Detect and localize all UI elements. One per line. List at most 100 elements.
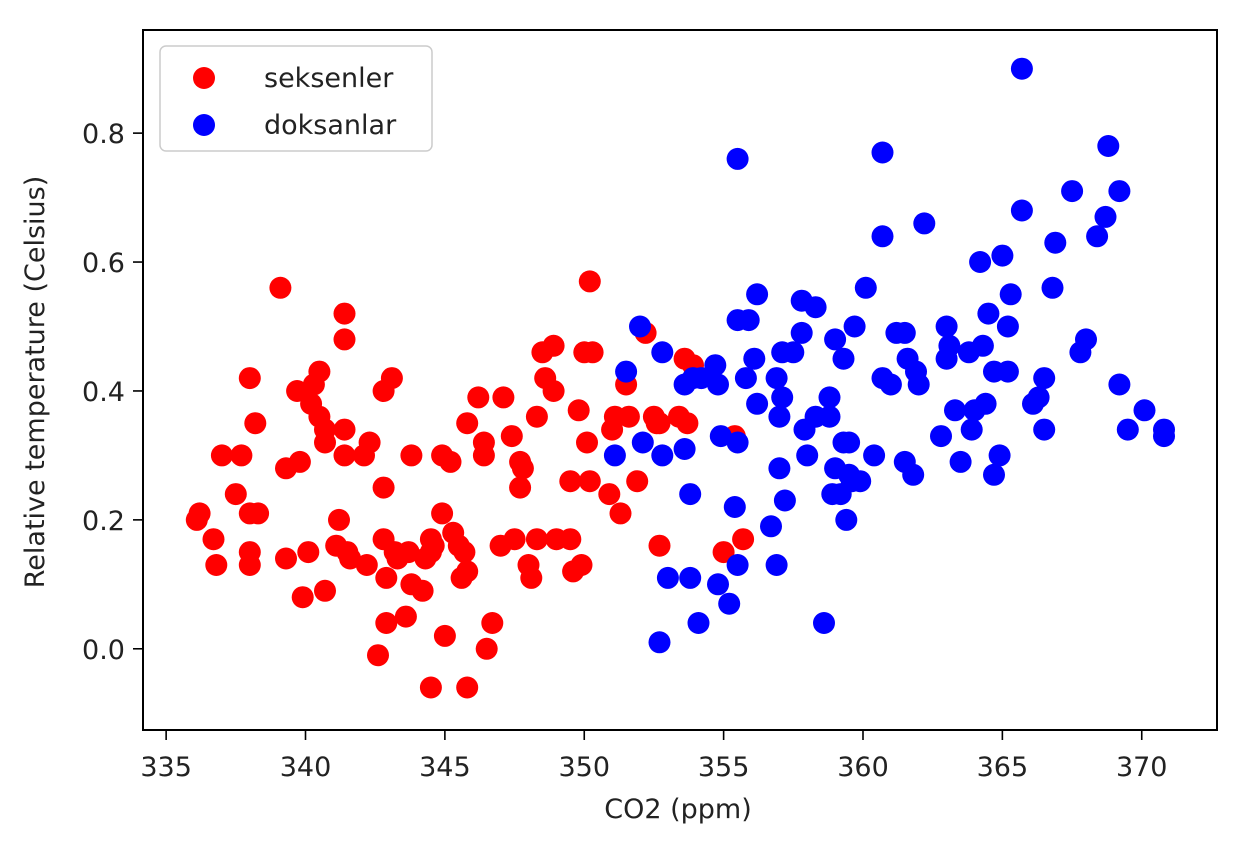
data-point-seksenler-5 xyxy=(224,483,247,506)
data-point-doksanlar-94 xyxy=(1010,57,1033,80)
data-point-doksanlar-113 xyxy=(1153,425,1175,448)
data-point-seksenler-71 xyxy=(475,637,498,660)
data-point-seksenler-13 xyxy=(269,276,292,299)
data-point-seksenler-42 xyxy=(375,612,398,634)
data-point-doksanlar-2 xyxy=(629,315,651,338)
data-point-seksenler-78 xyxy=(509,476,532,499)
data-point-seksenler-25 xyxy=(314,579,336,602)
data-point-doksanlar-110 xyxy=(1116,418,1139,441)
data-point-seksenler-99 xyxy=(598,483,621,506)
data-point-doksanlar-46 xyxy=(818,405,841,428)
data-point-seksenler-4 xyxy=(210,444,233,467)
data-point-seksenler-38 xyxy=(367,644,389,667)
data-point-doksanlar-58 xyxy=(843,315,866,338)
data-point-seksenler-68 xyxy=(467,386,490,409)
data-point-seksenler-81 xyxy=(520,566,543,589)
data-point-doksanlar-74 xyxy=(930,425,952,448)
y-tick-label: 0.0 xyxy=(82,635,125,666)
data-point-doksanlar-5 xyxy=(651,341,674,364)
x-tick-label: 370 xyxy=(1116,752,1168,783)
data-point-doksanlar-59 xyxy=(849,470,872,493)
x-tick-label: 350 xyxy=(558,752,610,783)
data-point-doksanlar-81 xyxy=(960,418,983,441)
data-point-doksanlar-85 xyxy=(974,392,997,415)
data-point-doksanlar-38 xyxy=(782,341,805,364)
data-points xyxy=(185,57,1175,699)
data-point-doksanlar-4 xyxy=(648,631,671,654)
data-point-seksenler-67 xyxy=(456,560,479,583)
data-point-doksanlar-62 xyxy=(871,141,894,164)
x-tick-label: 335 xyxy=(140,752,192,783)
data-point-doksanlar-29 xyxy=(746,392,769,415)
data-point-seksenler-60 xyxy=(439,450,462,473)
data-point-seksenler-53 xyxy=(419,676,442,699)
data-point-doksanlar-87 xyxy=(983,463,1005,486)
data-point-seksenler-34 xyxy=(339,547,362,570)
data-point-doksanlar-108 xyxy=(1108,180,1131,203)
data-point-doksanlar-16 xyxy=(707,373,729,396)
data-point-seksenler-37 xyxy=(358,431,381,454)
data-point-doksanlar-98 xyxy=(1033,367,1056,390)
data-point-doksanlar-106 xyxy=(1094,205,1117,228)
data-point-seksenler-3 xyxy=(205,554,228,576)
data-point-doksanlar-93 xyxy=(996,360,1019,383)
data-point-seksenler-40 xyxy=(372,476,395,499)
data-point-seksenler-32 xyxy=(333,444,356,467)
data-point-seksenler-12 xyxy=(238,554,261,576)
data-point-doksanlar-70 xyxy=(902,463,925,486)
data-point-doksanlar-76 xyxy=(935,315,958,338)
data-point-seksenler-6 xyxy=(230,444,253,467)
data-point-seksenler-75 xyxy=(500,425,523,448)
series-doksanlar xyxy=(603,57,1175,654)
data-point-doksanlar-21 xyxy=(726,554,749,576)
data-point-seksenler-17 xyxy=(288,450,311,473)
data-point-doksanlar-14 xyxy=(690,367,713,390)
data-point-seksenler-30 xyxy=(333,302,356,325)
x-axis-label: CO2 (ppm) xyxy=(604,794,752,825)
data-point-doksanlar-92 xyxy=(999,283,1022,306)
data-point-seksenler-43 xyxy=(375,566,398,589)
y-axis-ticks: 0.0 0.2 0.4 0.6 0.8 xyxy=(82,119,143,666)
data-point-doksanlar-36 xyxy=(773,489,796,512)
data-point-doksanlar-0 xyxy=(603,444,626,467)
data-point-doksanlar-101 xyxy=(1044,231,1067,254)
data-point-seksenler-48 xyxy=(397,541,420,564)
legend: seksenler doksanlar xyxy=(159,45,433,152)
data-point-doksanlar-56 xyxy=(838,431,861,454)
data-point-seksenler-59 xyxy=(433,624,456,647)
y-axis-label: Relative temperature (Celsius) xyxy=(20,176,51,589)
data-point-seksenler-105 xyxy=(626,470,649,493)
data-point-seksenler-15 xyxy=(275,547,297,570)
data-point-seksenler-89 xyxy=(559,528,582,551)
data-point-doksanlar-49 xyxy=(824,328,847,351)
data-point-doksanlar-23 xyxy=(726,431,749,454)
legend-label-seksenler: seksenler xyxy=(264,63,394,94)
data-point-doksanlar-35 xyxy=(771,386,794,409)
data-point-seksenler-22 xyxy=(308,360,331,383)
legend-label-doksanlar: doksanlar xyxy=(264,110,397,141)
data-point-seksenler-31 xyxy=(333,328,356,351)
data-point-doksanlar-60 xyxy=(854,276,877,299)
data-point-doksanlar-107 xyxy=(1097,135,1120,157)
data-point-doksanlar-33 xyxy=(768,405,791,428)
x-axis-ticks: 335 340 345 350 355 360 365 370 xyxy=(140,730,1168,783)
data-point-doksanlar-31 xyxy=(765,367,788,390)
data-point-doksanlar-77 xyxy=(938,334,961,357)
data-point-doksanlar-86 xyxy=(977,302,1000,325)
y-tick-label: 0.8 xyxy=(82,119,125,150)
data-point-doksanlar-11 xyxy=(679,483,702,506)
data-point-doksanlar-22 xyxy=(726,147,749,170)
data-point-doksanlar-78 xyxy=(944,399,966,422)
data-point-doksanlar-6 xyxy=(651,444,674,467)
data-point-doksanlar-1 xyxy=(615,360,638,383)
data-point-seksenler-56 xyxy=(422,534,445,557)
data-point-doksanlar-45 xyxy=(813,612,835,634)
data-point-doksanlar-25 xyxy=(734,367,757,390)
data-point-seksenler-82 xyxy=(525,528,548,551)
data-point-seksenler-83 xyxy=(525,405,548,428)
data-point-doksanlar-10 xyxy=(679,566,702,589)
data-point-doksanlar-65 xyxy=(879,373,902,396)
data-point-seksenler-44 xyxy=(380,367,403,390)
data-point-seksenler-97 xyxy=(578,470,601,493)
